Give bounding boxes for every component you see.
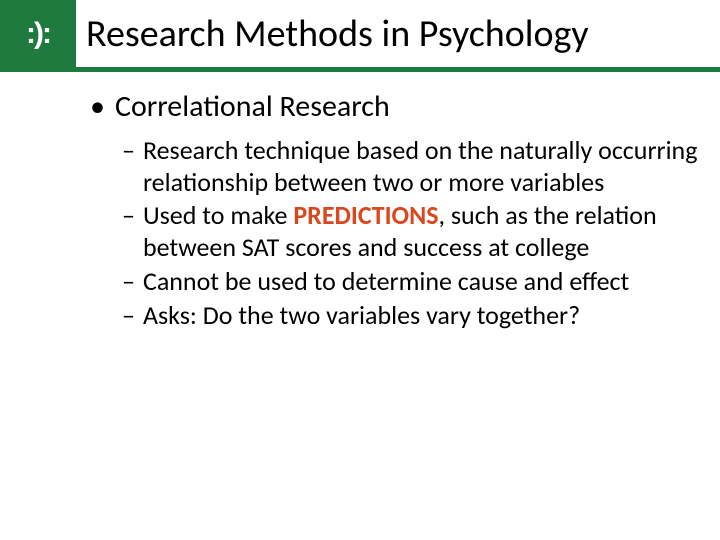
sub-bullet-text: Cannot be used to determine cause and ef… [143, 266, 700, 298]
highlight-text: PREDICTIONS [293, 199, 438, 231]
smiley-logo: :): [26, 17, 50, 51]
sub-bullet-text: Asks: Do the two variables vary together… [143, 300, 700, 332]
page-title: Research Methods in Psychology [86, 11, 589, 57]
bullet-marker: • [90, 88, 105, 125]
title-area: Research Methods in Psychology [76, 0, 720, 67]
main-bullet: • Correlational Research [90, 88, 700, 125]
dash-marker: – [122, 300, 135, 332]
sub-bullet-text: Research technique based on the naturall… [143, 135, 700, 198]
main-bullet-text: Correlational Research [115, 88, 390, 125]
sub-bullet-text: Used to make PREDICTIONS, such as the re… [143, 200, 700, 263]
logo-sidebar: :): [0, 0, 76, 67]
sub-bullet-list: – Research technique based on the natura… [90, 135, 700, 331]
content-area: • Correlational Research – Research tech… [90, 88, 700, 333]
title-underline [0, 67, 720, 72]
dash-marker: – [122, 200, 135, 263]
sub-bullet: – Research technique based on the natura… [122, 135, 700, 198]
sub-bullet: – Used to make PREDICTIONS, such as the … [122, 200, 700, 263]
dash-marker: – [122, 266, 135, 298]
sub-bullet: – Cannot be used to determine cause and … [122, 266, 700, 298]
dash-marker: – [122, 135, 135, 198]
sub-bullet: – Asks: Do the two variables vary togeth… [122, 300, 700, 332]
